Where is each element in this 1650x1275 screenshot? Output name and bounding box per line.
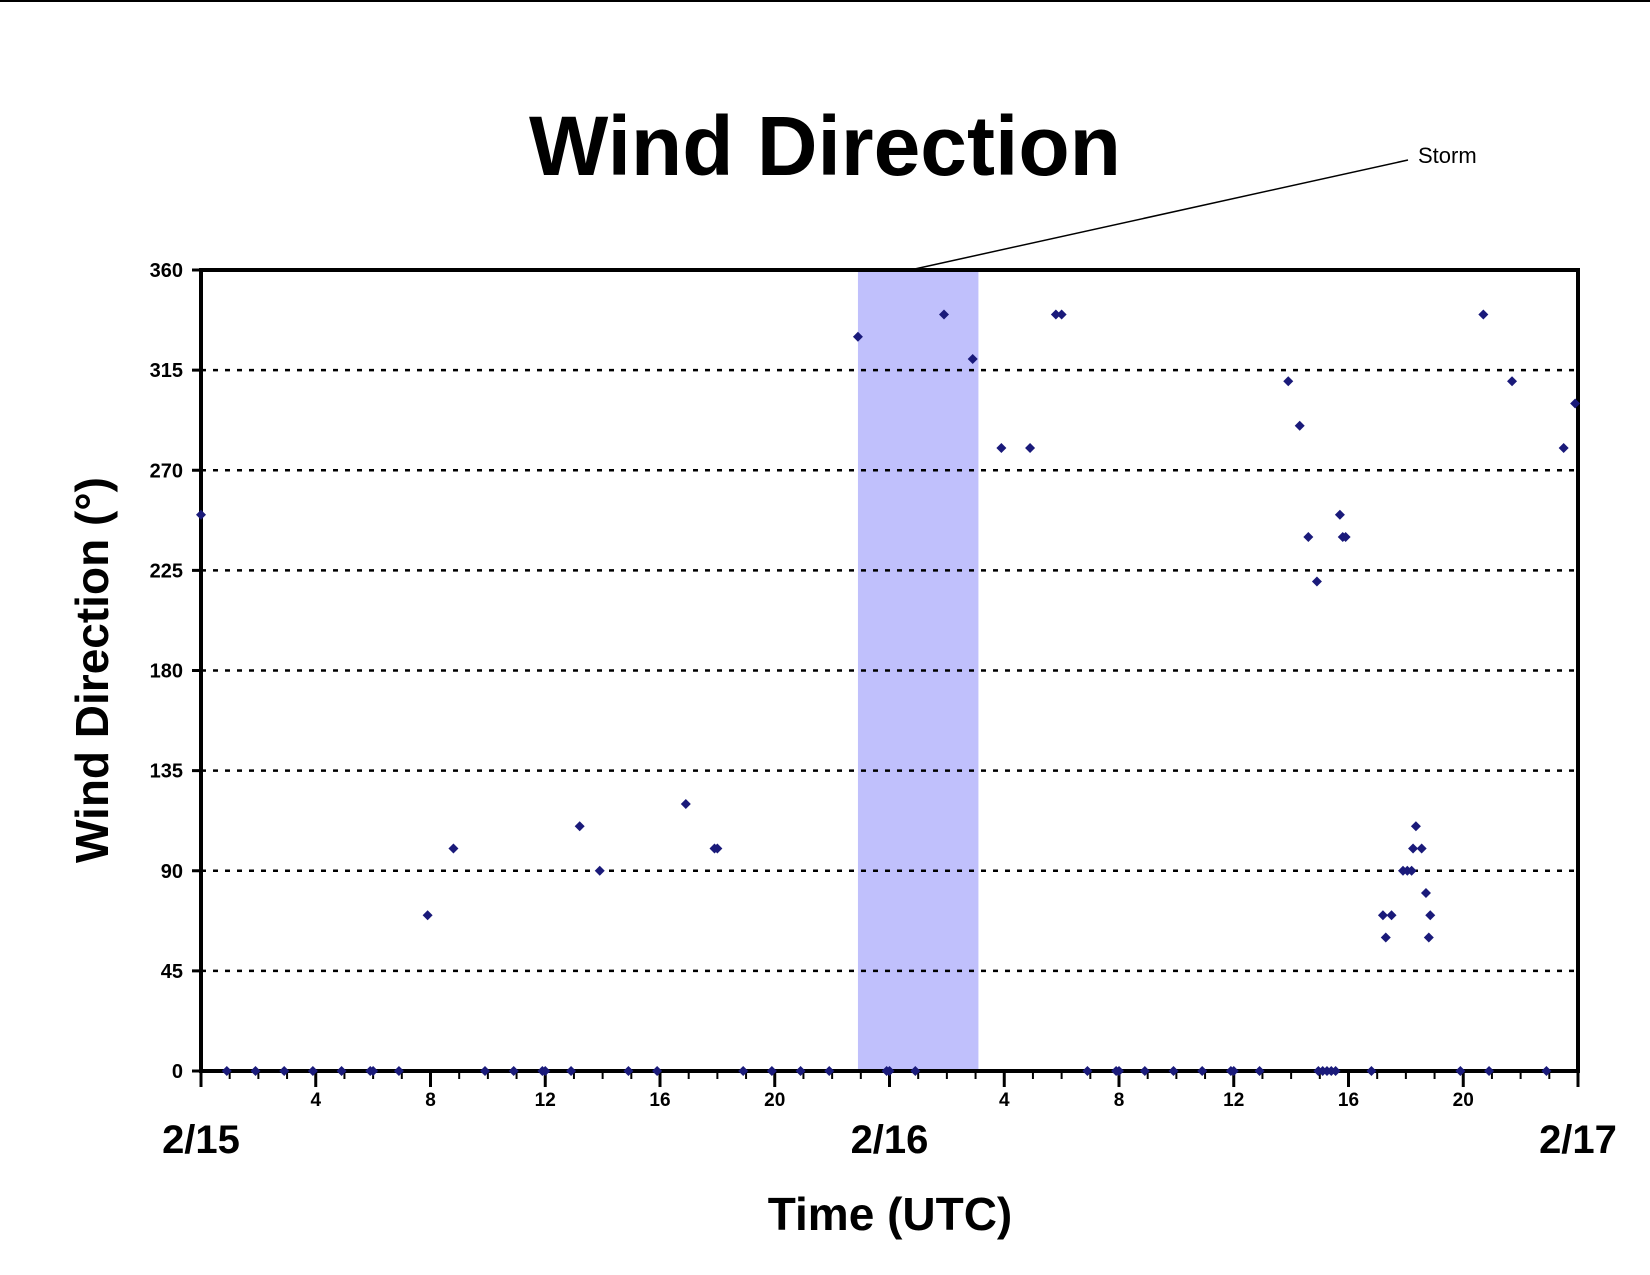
x-tick-label: 20	[764, 1090, 785, 1111]
data-point	[1478, 309, 1489, 320]
data-point	[540, 1066, 551, 1076]
y-tick-label: 270	[150, 460, 183, 482]
data-point	[1558, 443, 1569, 453]
data-point	[1423, 932, 1434, 943]
x-axis-title: Time (UTC)	[768, 1188, 1013, 1240]
data-point	[910, 1066, 921, 1076]
y-tick-label: 360	[150, 260, 183, 282]
data-point	[996, 443, 1007, 453]
x-tick-label: 8	[1114, 1090, 1125, 1111]
data-point	[623, 1066, 634, 1076]
data-point	[1283, 376, 1294, 387]
data-point	[1311, 576, 1322, 587]
x-tick-label: 8	[425, 1090, 436, 1111]
data-point	[422, 910, 433, 921]
data-point	[1541, 1066, 1552, 1076]
data-point	[196, 509, 206, 520]
data-point	[1377, 910, 1388, 921]
data-point	[738, 1066, 749, 1076]
data-point	[1455, 1066, 1466, 1076]
data-point	[1114, 1066, 1124, 1076]
y-tick-label: 90	[161, 861, 183, 883]
data-point	[967, 354, 978, 364]
data-point	[680, 799, 691, 809]
data-point	[884, 1066, 895, 1076]
data-point	[652, 1066, 663, 1076]
gridlines	[201, 368, 1578, 973]
data-point	[508, 1066, 519, 1076]
data-point	[1139, 1066, 1150, 1076]
data-point	[852, 331, 863, 342]
data-point	[1420, 888, 1431, 898]
y-tick-label: 45	[161, 961, 183, 983]
data-point	[1484, 1066, 1495, 1076]
x-date-label: 2/16	[851, 1118, 929, 1162]
x-tick-label: 16	[649, 1090, 670, 1111]
data-point	[1294, 420, 1305, 431]
data-point	[1507, 376, 1518, 387]
data-point	[1366, 1066, 1377, 1076]
data-point	[939, 309, 950, 320]
y-tick-label: 180	[150, 661, 183, 683]
data-points	[196, 309, 1581, 1076]
data-point	[1025, 443, 1036, 453]
data-point	[1330, 1066, 1341, 1076]
data-point	[795, 1066, 806, 1076]
data-point	[1050, 309, 1061, 320]
x-tick-label: 12	[535, 1090, 556, 1111]
data-point	[766, 1066, 777, 1076]
data-point	[250, 1066, 261, 1076]
y-axis-ticks: 0 45 90 135 180 225 270 315 360	[150, 260, 201, 1083]
data-point	[1334, 509, 1345, 520]
data-point	[594, 865, 605, 876]
data-point	[712, 843, 723, 854]
data-point	[480, 1066, 491, 1076]
data-point	[1380, 932, 1391, 943]
x-date-label: 2/15	[162, 1118, 240, 1162]
x-tick-label: 4	[310, 1090, 321, 1111]
y-tick-label: 315	[150, 360, 183, 382]
storm-annotation-label: Storm	[1418, 143, 1477, 168]
data-point	[393, 1066, 404, 1076]
y-tick-label: 225	[150, 560, 183, 582]
chart-title: Wind Direction	[529, 99, 1121, 193]
data-point	[336, 1066, 347, 1076]
data-point	[1168, 1066, 1179, 1076]
x-axis-ticks: 4 8 12 16 20 4 8 12 16 20 2/15 2/16 2/17	[162, 1071, 1617, 1162]
data-point	[1406, 865, 1417, 876]
data-point	[566, 1066, 577, 1076]
data-point	[1408, 843, 1419, 854]
x-tick-label: 16	[1338, 1090, 1359, 1111]
data-point	[1425, 910, 1436, 921]
x-tick-label: 12	[1223, 1090, 1244, 1111]
data-point	[1570, 398, 1581, 409]
data-point	[1254, 1066, 1265, 1076]
data-point	[1410, 821, 1421, 832]
data-point	[1082, 1066, 1093, 1076]
data-point	[221, 1066, 232, 1076]
data-point	[574, 821, 585, 832]
data-point	[448, 843, 459, 854]
data-point	[1197, 1066, 1208, 1076]
data-point	[1228, 1066, 1239, 1076]
top-border-line	[0, 0, 1650, 2]
data-point	[1056, 309, 1067, 320]
data-point	[1303, 532, 1314, 542]
data-point	[307, 1066, 318, 1076]
y-axis-title: Wind Direction (°)	[66, 477, 118, 863]
data-point	[1386, 910, 1397, 921]
data-point	[279, 1066, 290, 1076]
y-tick-label: 0	[172, 1061, 183, 1083]
x-date-label: 2/17	[1539, 1118, 1617, 1162]
data-point	[368, 1066, 379, 1076]
data-point	[824, 1066, 835, 1076]
data-point	[1416, 843, 1427, 854]
storm-annotation-line	[910, 159, 1409, 271]
data-point	[1340, 532, 1351, 542]
x-tick-label: 20	[1453, 1090, 1474, 1111]
x-tick-label: 4	[999, 1090, 1010, 1111]
y-tick-label: 135	[150, 761, 183, 783]
